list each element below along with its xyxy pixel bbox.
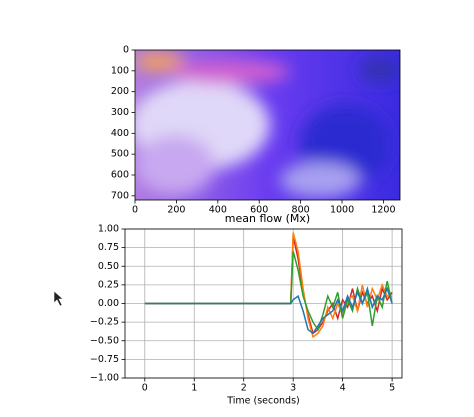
y-tick-label: 0 (123, 45, 129, 56)
x-tick-label: 800 (292, 205, 310, 216)
y-tick-label: −0.75 (90, 354, 119, 365)
y-tick-label: 1.00 (98, 224, 119, 235)
x-tick-label: 0 (142, 383, 148, 394)
y-tick-label: −1.00 (90, 373, 119, 384)
x-tick-label: 5 (389, 383, 395, 394)
x-tick-label: 2 (241, 383, 247, 394)
x-tick-label: 200 (167, 205, 185, 216)
y-tick-label: 400 (111, 128, 129, 139)
x-axis-label: mean flow (Mx) (225, 212, 310, 225)
x-tick-label: 1200 (371, 205, 395, 216)
axes-frame (134, 49, 401, 201)
y-tick-label: 0.50 (98, 261, 119, 272)
y-tick-label: 100 (111, 65, 129, 76)
flow-image (135, 50, 400, 200)
x-tick-label: 4 (340, 383, 346, 394)
series-line (144, 232, 393, 339)
y-tick-label: 200 (111, 86, 129, 97)
y-tick-label: −0.25 (90, 317, 119, 328)
x-tick-label: 3 (290, 383, 296, 394)
x-tick-label: 1000 (330, 205, 354, 216)
x-tick-label: 400 (209, 205, 227, 216)
y-tick-label: 0.75 (98, 242, 119, 253)
series-line (144, 251, 393, 332)
axes-frame (124, 228, 403, 379)
x-tick-label: 600 (250, 205, 268, 216)
y-tick-label: 0.00 (98, 298, 119, 309)
y-tick-label: 700 (111, 190, 129, 201)
x-axis-label: Time (seconds) (226, 396, 300, 407)
series-line (144, 285, 393, 335)
y-tick-label: −0.50 (90, 335, 119, 346)
x-tick-label: 1 (191, 383, 197, 394)
mouse-cursor (53, 290, 64, 307)
y-tick-label: 0.25 (98, 279, 119, 290)
y-tick-label: 600 (111, 170, 129, 181)
y-tick-label: 500 (111, 149, 129, 160)
x-tick-label: 0 (132, 205, 138, 216)
y-tick-label: 300 (111, 107, 129, 118)
